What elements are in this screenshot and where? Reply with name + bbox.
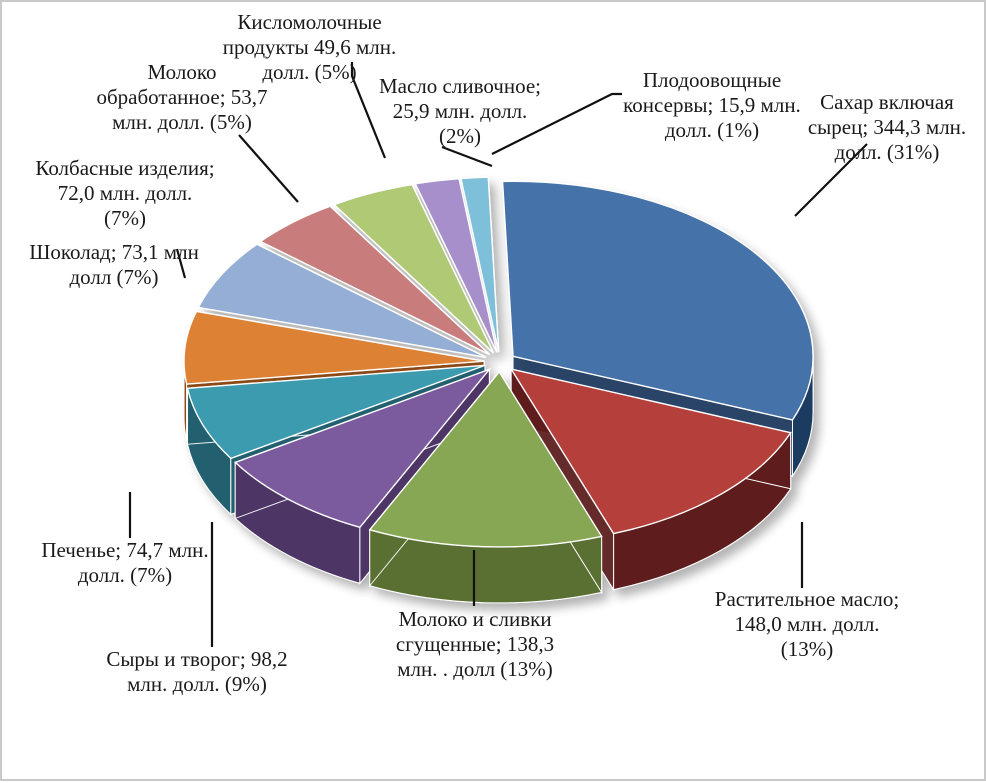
label-sausage: Колбасные изделия; 72,0 млн. долл. (7%) bbox=[35, 156, 215, 230]
label-vegetable-oil: Растительное масло; 148,0 млн. долл. (13… bbox=[714, 587, 900, 661]
leader-butter bbox=[441, 145, 493, 168]
label-processed-milk: Молоко обработанное; 53,7 млн. долл. (5%… bbox=[96, 60, 268, 134]
pie-slice-2[interactable] bbox=[368, 370, 603, 548]
pie-slice-7[interactable] bbox=[259, 205, 490, 356]
leader-processed-milk bbox=[238, 134, 299, 203]
label-cookies: Печенье; 74,7 млн. долл. (7%) bbox=[41, 538, 209, 587]
label-cheese-curd: Сыры и творог; 98,2 млн. долл. (9%) bbox=[106, 647, 288, 696]
label-fermented-milk: Кисломолочные продукты 49,6 млн. долл. (… bbox=[222, 10, 397, 84]
pie-slice-1[interactable] bbox=[509, 368, 792, 535]
pie-slice-9[interactable] bbox=[414, 177, 498, 353]
label-sugar: Сахар включая сырец; 344,3 млн. долл. (3… bbox=[807, 90, 967, 164]
leader-sugar bbox=[794, 143, 868, 217]
pie-slice-10[interactable] bbox=[460, 176, 500, 353]
leader-sausage bbox=[175, 248, 187, 279]
pie-slice-3[interactable] bbox=[233, 367, 492, 529]
label-chocolate: Шоколад; 73,1 млн долл (7%) bbox=[29, 240, 199, 289]
pie-slice-6[interactable] bbox=[197, 243, 487, 358]
pie-slice-0[interactable] bbox=[501, 180, 814, 421]
label-butter: Масло сливочное; 25,9 млн. долл. (2%) bbox=[378, 74, 542, 148]
pie-slice-8[interactable] bbox=[332, 183, 495, 354]
pie-slice-4[interactable] bbox=[186, 364, 486, 460]
pie-slice-5[interactable] bbox=[183, 310, 485, 385]
label-canned-fruit-veg: Плодоовощные консервы; 15,9 млн. долл. (… bbox=[623, 68, 801, 142]
label-condensed-milk: Молоко и сливки сгущенные; 138,3 млн. . … bbox=[395, 607, 555, 681]
leader-fermented-milk bbox=[350, 62, 387, 159]
leader-canned bbox=[491, 92, 622, 155]
